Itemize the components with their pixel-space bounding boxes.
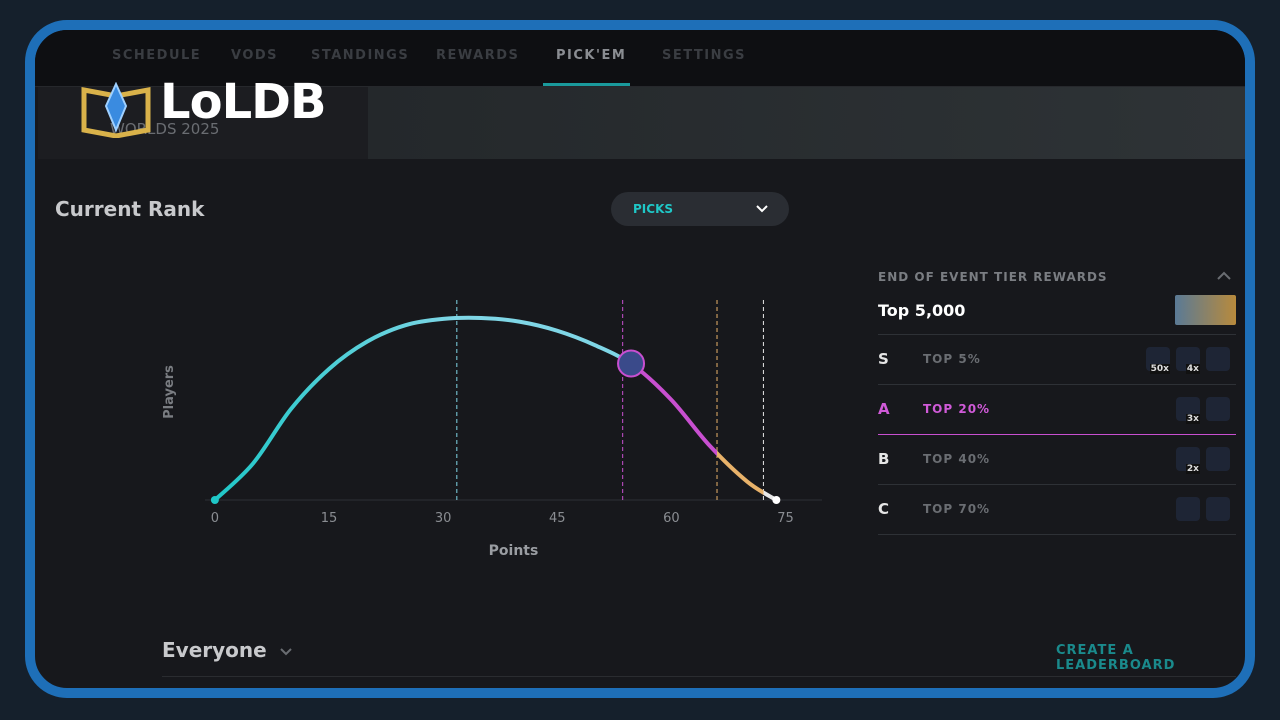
- reward-count: 2x: [1185, 464, 1200, 474]
- chevron[interactable]: [279, 647, 293, 657]
- tier-row: A TOP 20% 3x: [878, 385, 1236, 435]
- rewards-title: END OF EVENT TIER REWARDS: [878, 270, 1108, 284]
- logo-text: LoLDB: [160, 74, 327, 130]
- reward-icon: [1206, 497, 1230, 521]
- leaderboard-title: Everyone: [162, 638, 267, 662]
- x-tick-label: 15: [321, 511, 338, 526]
- tier-label: TOP 40%: [923, 452, 991, 466]
- y-axis-label: Players: [162, 365, 177, 419]
- x-tick-label: 45: [549, 511, 566, 526]
- tier-row: S TOP 5% 50x 4x: [878, 335, 1236, 385]
- reward-icon: [1176, 497, 1200, 521]
- chevron: [756, 205, 768, 213]
- reward-icon: 50x: [1146, 347, 1170, 374]
- collapse-icon[interactable]: [1216, 270, 1232, 282]
- reward-icon: 3x: [1176, 397, 1200, 424]
- x-tick-label: 0: [211, 511, 219, 526]
- current-rank-marker: [617, 349, 646, 378]
- chart: 0 15 30 45 60 75 Points Players: [162, 300, 822, 559]
- tier-letter: S: [878, 350, 889, 368]
- tier-row: C TOP 70%: [878, 485, 1236, 535]
- reward-icon: [1206, 447, 1230, 471]
- reward-icon: [1206, 347, 1230, 371]
- rewards-panel: END OF EVENT TIER REWARDS Top 5,000 S TOP…: [878, 270, 1236, 535]
- tier-label: TOP 5%: [923, 352, 981, 366]
- top-reward-icons: [1175, 295, 1236, 325]
- nav-bar: SCHEDULE VODS STANDINGS REWARDS PICK'EM SETTI…: [35, 30, 1245, 87]
- reward-icon: 2x: [1176, 447, 1200, 474]
- nav-underline: [543, 83, 630, 86]
- nav-item[interactable]: PICK'EM: [556, 48, 627, 63]
- app-frame: SCHEDULE VODS STANDINGS REWARDS PICK'EM SETTI…: [25, 20, 1255, 698]
- x-tick-label: 75: [777, 511, 794, 526]
- curve-end: [772, 496, 781, 504]
- distribution-curve: [212, 315, 779, 502]
- tier-letter: A: [878, 400, 890, 418]
- divider: [878, 334, 1236, 335]
- create-leaderboard[interactable]: CREATE A LEADERBOARD: [1056, 643, 1176, 673]
- x-tick-label: 60: [663, 511, 680, 526]
- banner-fill: [368, 87, 1245, 159]
- event-banner: [38, 87, 368, 159]
- reward-count: 4x: [1185, 364, 1200, 374]
- nav-item[interactable]: REWARDS: [436, 48, 520, 63]
- nav-item[interactable]: SCHEDULE: [112, 48, 202, 63]
- tier-letter: C: [878, 500, 890, 518]
- divider: [162, 676, 1236, 677]
- x-axis-label: Points: [489, 543, 539, 559]
- tier-letter: B: [878, 450, 890, 468]
- reward-icon: [1206, 397, 1230, 421]
- tier-label: TOP 20%: [923, 402, 991, 416]
- top-reward: Top 5,000: [878, 301, 966, 320]
- nav-item[interactable]: SETTINGS: [662, 48, 747, 63]
- reward-count: 3x: [1185, 414, 1200, 424]
- dropdown-label: PICKS: [633, 202, 674, 216]
- tier-label: TOP 70%: [923, 502, 991, 516]
- tier-row: B TOP 40% 2x: [878, 435, 1236, 485]
- rank-title: Current Rank: [55, 197, 205, 221]
- logo-icon: [81, 82, 151, 138]
- reward-count: 50x: [1149, 364, 1170, 374]
- x-tick-label: 30: [435, 511, 452, 526]
- picks-dropdown[interactable]: PICKS: [611, 192, 789, 226]
- reward-icon: 4x: [1176, 347, 1200, 374]
- nav-item[interactable]: STANDINGS: [311, 48, 410, 63]
- nav-item[interactable]: VODS: [231, 48, 279, 63]
- curve-start: [210, 496, 219, 504]
